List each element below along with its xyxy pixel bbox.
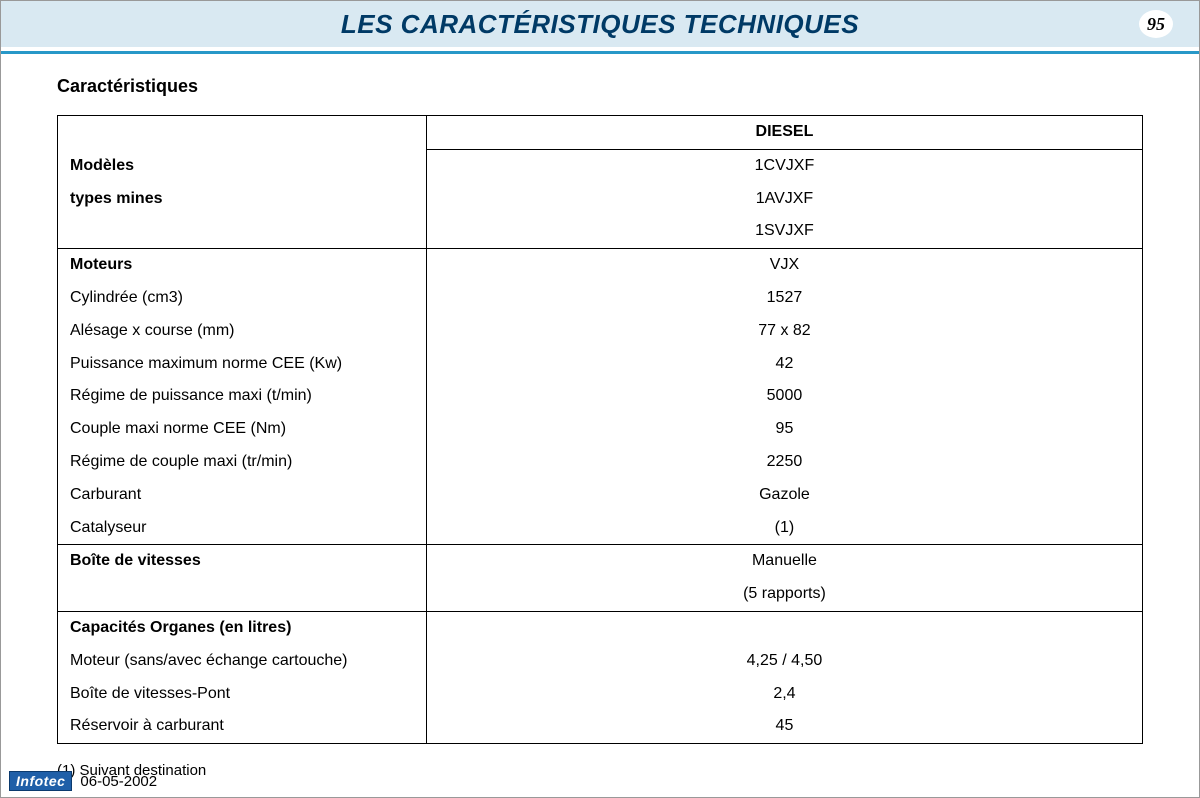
row-value: 1527	[426, 282, 1142, 315]
row-value: 1AVJXF	[426, 183, 1142, 216]
table-row: Régime de puissance maxi (t/min) 5000	[58, 380, 1143, 413]
table-row: Catalyseur (1)	[58, 512, 1143, 545]
row-value: 45	[426, 710, 1142, 743]
row-value: Manuelle	[426, 545, 1142, 578]
row-label: Cylindrée (cm3)	[58, 282, 427, 315]
row-label: Moteurs	[58, 249, 427, 282]
table-row: Réservoir à carburant 45	[58, 710, 1143, 743]
footer: Infotec 06-05-2002	[9, 771, 157, 791]
footer-date: 06-05-2002	[80, 773, 157, 790]
table-row: Moteurs VJX	[58, 249, 1143, 282]
row-label: Modèles	[58, 149, 427, 182]
header-band: LES CARACTÉRISTIQUES TECHNIQUES 95	[1, 1, 1199, 47]
table-row: types mines 1AVJXF	[58, 183, 1143, 216]
row-value: VJX	[426, 249, 1142, 282]
content-area: Caractéristiques DIESEL Modèles 1CVJXF t…	[1, 54, 1199, 779]
table-row: 1SVJXF	[58, 215, 1143, 248]
page-title: LES CARACTÉRISTIQUES TECHNIQUES	[341, 9, 859, 40]
table-row: Carburant Gazole	[58, 479, 1143, 512]
section-heading: Caractéristiques	[57, 76, 1143, 97]
footnote: (1) Suivant destination	[57, 762, 1143, 779]
row-label	[58, 215, 427, 248]
infotec-badge: Infotec	[9, 771, 72, 791]
table-row: Couple maxi norme CEE (Nm) 95	[58, 413, 1143, 446]
table-row: Régime de couple maxi (tr/min) 2250	[58, 446, 1143, 479]
row-label: Réservoir à carburant	[58, 710, 427, 743]
row-value: (5 rapports)	[426, 578, 1142, 611]
table-row: Capacités Organes (en litres)	[58, 611, 1143, 644]
table-row: Modèles 1CVJXF	[58, 149, 1143, 182]
row-label: Capacités Organes (en litres)	[58, 611, 427, 644]
row-value: 2,4	[426, 678, 1142, 711]
row-label: Puissance maximum norme CEE (Kw)	[58, 348, 427, 381]
row-label: Carburant	[58, 479, 427, 512]
row-value: 1CVJXF	[426, 149, 1142, 182]
row-label: Boîte de vitesses-Pont	[58, 678, 427, 711]
row-label: types mines	[58, 183, 427, 216]
row-label: Catalyseur	[58, 512, 427, 545]
row-value	[426, 611, 1142, 644]
table-row: (5 rapports)	[58, 578, 1143, 611]
row-value: (1)	[426, 512, 1142, 545]
row-value: 95	[426, 413, 1142, 446]
row-value: 5000	[426, 380, 1142, 413]
row-label: Régime de puissance maxi (t/min)	[58, 380, 427, 413]
row-value: 1SVJXF	[426, 215, 1142, 248]
table-header-empty	[58, 116, 427, 150]
table-row: Boîte de vitesses Manuelle	[58, 545, 1143, 578]
page-number-badge: 95	[1139, 10, 1173, 38]
row-value: 77 x 82	[426, 315, 1142, 348]
row-label: Boîte de vitesses	[58, 545, 427, 578]
spec-table: DIESEL Modèles 1CVJXF types mines 1AVJXF…	[57, 115, 1143, 744]
table-row: Boîte de vitesses-Pont 2,4	[58, 678, 1143, 711]
row-label: Régime de couple maxi (tr/min)	[58, 446, 427, 479]
row-label: Couple maxi norme CEE (Nm)	[58, 413, 427, 446]
row-label: Alésage x course (mm)	[58, 315, 427, 348]
row-value: 42	[426, 348, 1142, 381]
row-value: 4,25 / 4,50	[426, 645, 1142, 678]
table-row: Cylindrée (cm3) 1527	[58, 282, 1143, 315]
table-row: Moteur (sans/avec échange cartouche) 4,2…	[58, 645, 1143, 678]
row-label	[58, 578, 427, 611]
row-value: Gazole	[426, 479, 1142, 512]
table-row: Puissance maximum norme CEE (Kw) 42	[58, 348, 1143, 381]
table-column-header: DIESEL	[426, 116, 1142, 150]
row-value: 2250	[426, 446, 1142, 479]
row-label: Moteur (sans/avec échange cartouche)	[58, 645, 427, 678]
table-header-row: DIESEL	[58, 116, 1143, 150]
page: LES CARACTÉRISTIQUES TECHNIQUES 95 Carac…	[0, 0, 1200, 798]
table-row: Alésage x course (mm) 77 x 82	[58, 315, 1143, 348]
